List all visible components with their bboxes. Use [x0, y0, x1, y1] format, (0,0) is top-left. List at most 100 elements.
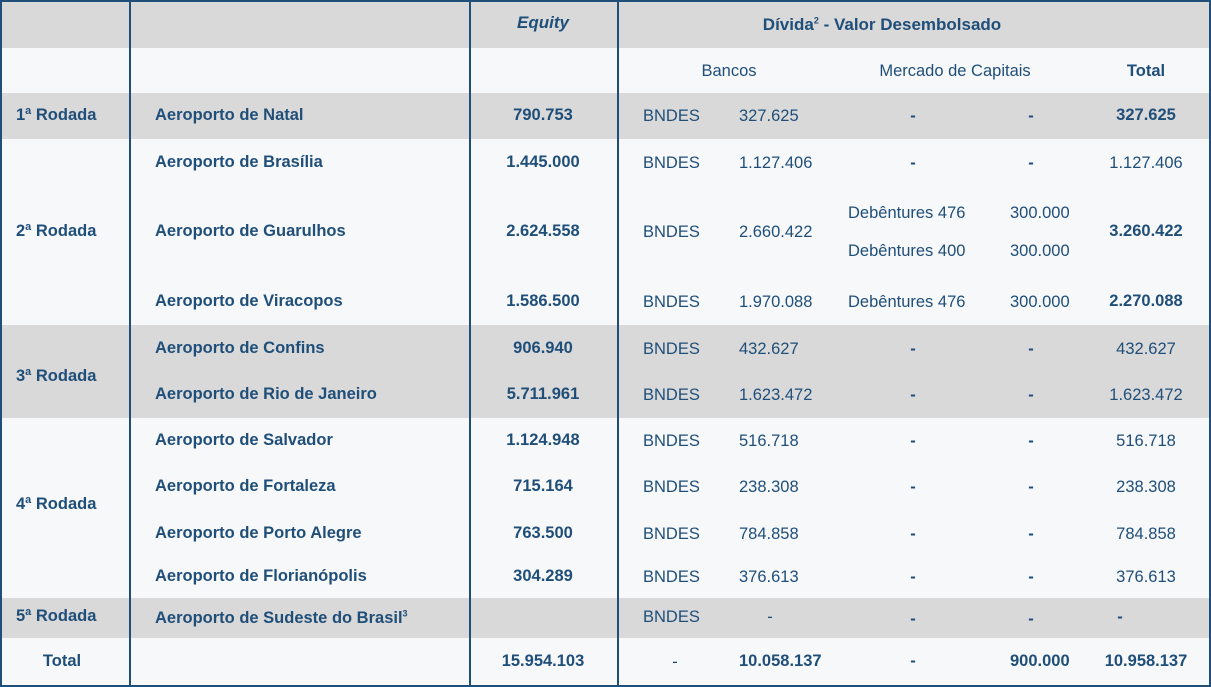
bank-value: - — [767, 608, 773, 626]
bank-name: BNDES — [643, 525, 700, 543]
bank-value: 327.625 — [739, 107, 799, 125]
round4-band — [0, 418, 1211, 598]
airport-footnote: 3 — [402, 608, 408, 619]
market-value: - — [1028, 340, 1034, 358]
market-name: - — [910, 610, 916, 628]
round-label: 3ª Rodada — [16, 367, 97, 385]
total-value: 432.627 — [1116, 340, 1176, 358]
airport-name: Aeroporto de Rio de Janeiro — [155, 385, 377, 403]
totals-equity: 15.954.103 — [501, 652, 585, 670]
bank-name: BNDES — [643, 568, 700, 586]
airport-name: Aeroporto de Salvador — [155, 431, 333, 449]
header-divida-footnote: 2 — [813, 15, 819, 26]
market-name: - — [910, 478, 916, 496]
bank-name: BNDES — [643, 154, 700, 172]
airport-name: Aeroporto de Natal — [155, 106, 304, 124]
airport-name: Aeroporto de Brasília — [155, 153, 323, 171]
total-value: - — [1117, 608, 1123, 626]
airport-name: Aeroporto de Porto Alegre — [155, 524, 362, 542]
market-name: - — [910, 432, 916, 450]
equity-value: 5.711.961 — [506, 385, 580, 403]
totals-total: 10.958.137 — [1104, 652, 1188, 670]
equity-value: 790.753 — [513, 106, 573, 124]
airport-name: Aeroporto de Confins — [155, 339, 325, 357]
market-name: - — [910, 107, 916, 125]
airport-name: Aeroporto de Fortaleza — [155, 477, 336, 495]
equity-value: 715.164 — [513, 477, 573, 495]
market-value: - — [1028, 432, 1034, 450]
bank-name: BNDES — [643, 608, 700, 626]
round1-band — [0, 93, 1211, 139]
market-name: - — [910, 154, 916, 172]
airport-name: Aeroporto de Guarulhos — [155, 222, 346, 240]
bank-name: BNDES — [643, 107, 700, 125]
round-label: 5ª Rodada — [16, 607, 97, 625]
total-value: 2.270.088 — [1109, 292, 1183, 310]
airport-name: Aeroporto de Sudeste do Brasil3 — [155, 608, 408, 628]
equity-value: 1.586.500 — [506, 292, 580, 310]
total-value: 784.858 — [1116, 525, 1176, 543]
market-name: - — [910, 568, 916, 586]
market-name-secondary: Debêntures 400 — [848, 242, 966, 260]
round-label: 2ª Rodada — [16, 222, 97, 240]
total-value: 376.613 — [1116, 568, 1176, 586]
bank-value: 784.858 — [739, 525, 799, 543]
equity-value: 906.940 — [513, 339, 573, 357]
bank-value: 516.718 — [739, 432, 799, 450]
column-divider — [617, 0, 619, 687]
market-name: - — [910, 340, 916, 358]
total-value: 1.623.472 — [1109, 386, 1183, 404]
column-divider — [129, 0, 131, 687]
header-divida: Dívida2 - Valor Desembolsado — [763, 15, 1001, 35]
total-value: 3.260.422 — [1109, 222, 1183, 240]
total-value: 327.625 — [1116, 106, 1176, 124]
column-divider — [469, 0, 471, 687]
equity-value: 763.500 — [513, 524, 573, 542]
airport-name-label: Aeroporto de Sudeste do Brasil — [155, 609, 403, 627]
subheader-band — [0, 48, 1211, 93]
round2-band — [0, 139, 1211, 325]
totals-market-value: 900.000 — [1010, 652, 1070, 670]
market-value: - — [1028, 610, 1034, 628]
market-value: - — [1028, 154, 1034, 172]
bank-name: BNDES — [643, 293, 700, 311]
total-value: 1.127.406 — [1109, 154, 1183, 172]
airport-name: Aeroporto de Florianópolis — [155, 567, 367, 585]
market-value: - — [1028, 568, 1034, 586]
bank-name: BNDES — [643, 432, 700, 450]
equity-value: 304.289 — [513, 567, 573, 585]
header-bancos: Bancos — [701, 62, 757, 80]
total-value: 516.718 — [1116, 432, 1176, 450]
bank-value: 238.308 — [739, 478, 799, 496]
totals-bank: - — [672, 653, 678, 671]
market-name: - — [910, 525, 916, 543]
market-value: - — [1028, 107, 1034, 125]
header-divida-rest: - Valor Desembolsado — [818, 15, 1002, 34]
market-value-secondary: 300.000 — [1010, 242, 1070, 260]
market-value: 300.000 — [1010, 293, 1070, 311]
market-name: Debêntures 476 — [848, 204, 966, 222]
bank-value: 376.613 — [739, 568, 799, 586]
bank-name: BNDES — [643, 340, 700, 358]
bank-value: 1.127.406 — [739, 154, 813, 172]
market-value: - — [1028, 525, 1034, 543]
market-value: 300.000 — [1010, 204, 1070, 222]
totals-bank-value: 10.058.137 — [739, 652, 822, 670]
header-divida-label: Dívida — [762, 15, 814, 34]
header-total: Total — [1126, 62, 1166, 80]
equity-value: 1.124.948 — [506, 431, 580, 449]
round-label: 1ª Rodada — [16, 106, 97, 124]
market-name: - — [910, 386, 916, 404]
total-value: 238.308 — [1116, 478, 1176, 496]
bank-value: 1.623.472 — [739, 386, 813, 404]
equity-value: 1.445.000 — [506, 153, 580, 171]
airport-name: Aeroporto de Viracopos — [155, 292, 343, 310]
bank-value: 2.660.422 — [739, 223, 813, 241]
equity-value: 2.624.558 — [506, 222, 580, 240]
header-equity: Equity — [517, 13, 569, 32]
total-band — [0, 638, 1211, 687]
bank-value: 1.970.088 — [739, 293, 813, 311]
bank-name: BNDES — [643, 478, 700, 496]
bank-name: BNDES — [643, 223, 700, 241]
